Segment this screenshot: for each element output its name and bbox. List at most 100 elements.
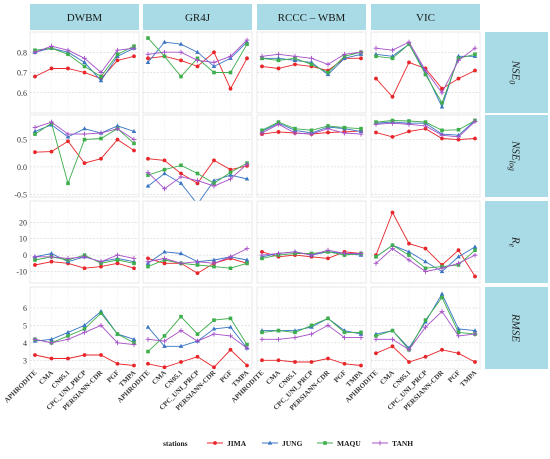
point <box>440 295 444 300</box>
point <box>115 123 120 128</box>
panel-re-gr4j <box>142 200 253 284</box>
point <box>178 251 184 256</box>
point <box>473 52 477 57</box>
point <box>259 53 265 59</box>
point <box>276 66 281 71</box>
point <box>98 78 104 83</box>
point <box>65 47 71 53</box>
strip-dwbm <box>30 4 139 30</box>
point <box>115 361 120 366</box>
point <box>162 186 167 192</box>
row-strip-nselog <box>485 115 548 197</box>
point <box>49 336 54 341</box>
x-tick-label: TMPA <box>459 369 479 389</box>
point <box>423 120 428 124</box>
y-tick-label: -10 <box>16 268 27 277</box>
point <box>82 55 87 61</box>
point <box>162 158 167 163</box>
point <box>115 252 120 258</box>
point <box>146 173 150 177</box>
point <box>178 328 184 334</box>
point <box>66 334 70 338</box>
point <box>406 257 412 263</box>
point <box>145 59 151 64</box>
point <box>179 171 183 176</box>
strip-rccc-wbm <box>257 4 366 30</box>
point <box>195 263 200 267</box>
point <box>245 342 249 347</box>
y-tick-label: 0.0 <box>17 163 27 172</box>
point <box>162 343 167 348</box>
point <box>423 324 428 330</box>
point <box>373 260 379 266</box>
point <box>211 260 217 266</box>
point <box>179 314 183 319</box>
point <box>342 125 347 130</box>
point <box>423 126 428 131</box>
point <box>374 254 378 259</box>
point <box>162 39 167 44</box>
point <box>33 353 37 357</box>
point <box>228 333 233 339</box>
panel-rmse-dwbm <box>29 286 140 370</box>
series-jima <box>33 259 136 271</box>
point <box>49 356 54 361</box>
point <box>244 345 250 351</box>
series-tanh <box>259 49 364 67</box>
point <box>195 57 200 63</box>
point <box>407 360 411 364</box>
point <box>276 328 281 333</box>
row-label: NSElog <box>508 140 522 171</box>
point <box>359 363 363 368</box>
point <box>32 129 38 133</box>
point <box>32 336 38 342</box>
point <box>228 53 233 59</box>
point <box>132 266 136 271</box>
point <box>82 70 87 75</box>
point <box>325 126 331 132</box>
point <box>473 248 477 252</box>
series-tanh <box>145 161 250 192</box>
point <box>99 353 103 357</box>
y-tick-label: -0.5 <box>14 190 27 199</box>
point <box>178 49 184 55</box>
series-tanh <box>32 252 137 265</box>
point <box>267 440 273 445</box>
row-strip-re <box>485 201 548 283</box>
panel-re-rccc-wbm <box>256 200 367 284</box>
point <box>439 309 445 314</box>
point <box>439 132 445 138</box>
panel-nselog-dwbm <box>29 114 140 198</box>
point <box>33 132 37 136</box>
series-jima <box>33 353 136 368</box>
point <box>178 174 184 180</box>
legend-item-jung: JUNG <box>262 439 303 448</box>
point <box>132 148 136 153</box>
point <box>374 351 378 356</box>
panel-rmse-vic <box>370 286 481 370</box>
point <box>358 131 364 137</box>
point <box>211 183 217 189</box>
point <box>99 264 103 269</box>
point <box>228 176 233 182</box>
point <box>115 258 120 262</box>
point <box>49 149 54 154</box>
point <box>472 331 478 337</box>
point <box>115 126 120 132</box>
point <box>260 256 264 261</box>
point <box>66 52 70 57</box>
point <box>423 68 428 73</box>
point <box>325 62 331 67</box>
point <box>439 265 445 271</box>
point <box>131 129 137 133</box>
point <box>472 328 478 333</box>
legend: stations JIMA JUNG MAQU TANH <box>163 439 413 448</box>
point <box>390 56 395 61</box>
point <box>132 54 136 59</box>
point <box>439 104 445 109</box>
series-tanh <box>145 37 250 65</box>
point <box>65 131 71 137</box>
point <box>212 158 216 163</box>
point <box>326 70 330 75</box>
point <box>374 54 378 59</box>
